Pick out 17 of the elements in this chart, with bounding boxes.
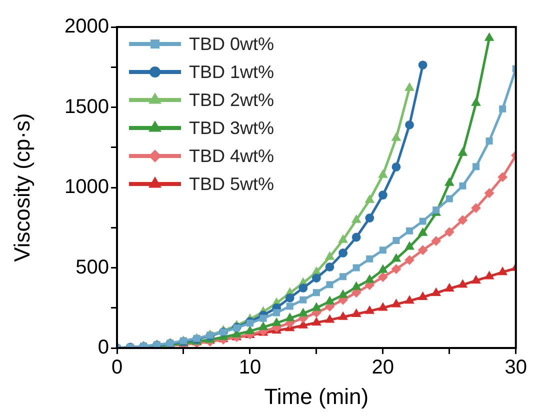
y-tick-label: 1000 xyxy=(64,176,109,198)
legend-label: TBD 4wt% xyxy=(189,146,274,166)
x-axis-title: Time (min) xyxy=(264,384,369,409)
y-tick-label: 0 xyxy=(98,336,109,359)
y-tick-label: 1500 xyxy=(64,96,109,118)
legend-label: TBD 2wt% xyxy=(189,90,274,110)
legend-label: TBD 3wt% xyxy=(189,118,274,138)
y-tick-label: 500 xyxy=(76,256,109,278)
x-tick-label: 10 xyxy=(238,356,262,379)
y-tick-label: 2000 xyxy=(64,16,109,38)
legend-label: TBD 0wt% xyxy=(189,34,274,54)
x-tick-label: 30 xyxy=(504,356,527,379)
legend-label: TBD 1wt% xyxy=(189,62,274,82)
y-axis-title: Viscosity (cp·s) xyxy=(9,113,34,262)
x-tick-label: 0 xyxy=(111,356,123,379)
x-tick-label: 20 xyxy=(372,356,394,379)
legend-label: TBD 5wt% xyxy=(189,174,274,194)
